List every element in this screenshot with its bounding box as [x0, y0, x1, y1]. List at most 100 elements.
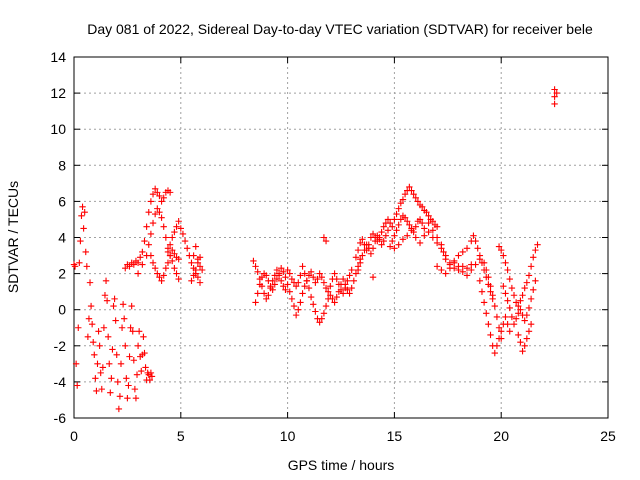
data-point — [519, 348, 526, 355]
data-point — [267, 283, 274, 290]
data-point — [483, 266, 490, 274]
data-point — [530, 286, 537, 294]
data-point — [258, 274, 266, 281]
data-point — [295, 306, 302, 313]
data-point — [303, 277, 311, 285]
data-point — [517, 306, 524, 313]
data-point — [154, 270, 161, 277]
data-point — [175, 255, 182, 263]
y-tick-label: 0 — [58, 302, 66, 318]
data-point — [425, 212, 432, 220]
x-tick-label: 20 — [493, 428, 509, 444]
data-point — [114, 378, 121, 386]
data-point — [489, 292, 496, 299]
data-point — [389, 237, 396, 245]
data-point — [329, 295, 336, 303]
data-point — [151, 185, 159, 192]
data-point — [527, 320, 535, 328]
y-tick-label: 6 — [58, 193, 66, 209]
data-point — [393, 210, 400, 218]
data-point — [414, 198, 422, 205]
data-points — [70, 86, 560, 413]
data-point — [273, 275, 281, 283]
data-point — [412, 223, 419, 230]
data-point — [250, 257, 257, 265]
data-point — [331, 270, 338, 277]
data-point — [438, 241, 445, 248]
data-point — [288, 275, 296, 283]
x-tick-label: 10 — [280, 428, 296, 444]
data-point — [386, 243, 394, 250]
data-point — [177, 225, 184, 232]
data-point — [169, 257, 176, 265]
data-point — [386, 219, 394, 227]
data-point — [116, 393, 124, 400]
data-point — [339, 290, 347, 297]
data-point — [498, 246, 505, 254]
data-point — [495, 324, 503, 331]
y-tick-label: 14 — [50, 49, 66, 65]
data-point — [78, 212, 85, 220]
data-point — [346, 290, 353, 297]
data-point — [71, 263, 79, 270]
data-point — [527, 263, 535, 270]
data-point — [284, 281, 291, 288]
data-point — [127, 324, 134, 331]
data-point — [327, 283, 334, 290]
y-tick-label: -2 — [54, 338, 67, 354]
data-point — [147, 230, 155, 238]
data-point — [517, 338, 524, 346]
data-point — [421, 225, 428, 232]
data-point — [378, 241, 385, 248]
data-point — [128, 302, 135, 310]
data-point — [290, 302, 298, 310]
data-point — [130, 261, 138, 268]
data-point — [299, 290, 306, 297]
data-point — [523, 335, 531, 342]
data-point — [160, 194, 167, 201]
data-point — [369, 245, 377, 252]
y-tick-label: -4 — [54, 374, 67, 390]
data-point — [277, 264, 285, 272]
data-point — [314, 275, 321, 283]
data-point — [354, 266, 362, 274]
data-point — [297, 299, 304, 306]
data-point — [158, 214, 165, 221]
y-tick-label: 4 — [58, 230, 66, 246]
data-point — [532, 246, 539, 254]
data-point — [525, 272, 533, 279]
data-point — [147, 369, 155, 377]
data-point — [81, 209, 88, 216]
data-point — [380, 237, 387, 245]
data-point — [305, 272, 313, 279]
data-point — [316, 270, 323, 277]
data-point — [111, 295, 118, 303]
data-point — [122, 264, 129, 272]
data-point — [156, 192, 163, 200]
data-point — [322, 237, 330, 245]
data-point — [133, 371, 141, 378]
data-point — [118, 324, 126, 331]
data-point — [196, 279, 204, 286]
data-point — [192, 243, 199, 250]
x-tick-labels: 0 5 10 15 20 25 — [70, 428, 616, 444]
data-point — [147, 252, 155, 259]
data-point — [395, 241, 402, 248]
data-point — [367, 250, 375, 257]
data-point — [470, 232, 477, 239]
data-point — [124, 394, 131, 402]
data-point — [404, 232, 411, 239]
data-point — [151, 264, 159, 272]
data-point — [99, 364, 107, 371]
data-point — [173, 270, 180, 277]
data-point — [433, 223, 441, 230]
data-point — [104, 333, 112, 340]
data-point — [491, 349, 498, 357]
data-point — [181, 237, 189, 245]
data-point — [286, 288, 293, 295]
y-tick-label: 10 — [50, 121, 66, 137]
x-tick-label: 0 — [70, 428, 78, 444]
data-point — [190, 272, 197, 279]
data-point — [389, 223, 396, 230]
data-point — [115, 405, 123, 413]
